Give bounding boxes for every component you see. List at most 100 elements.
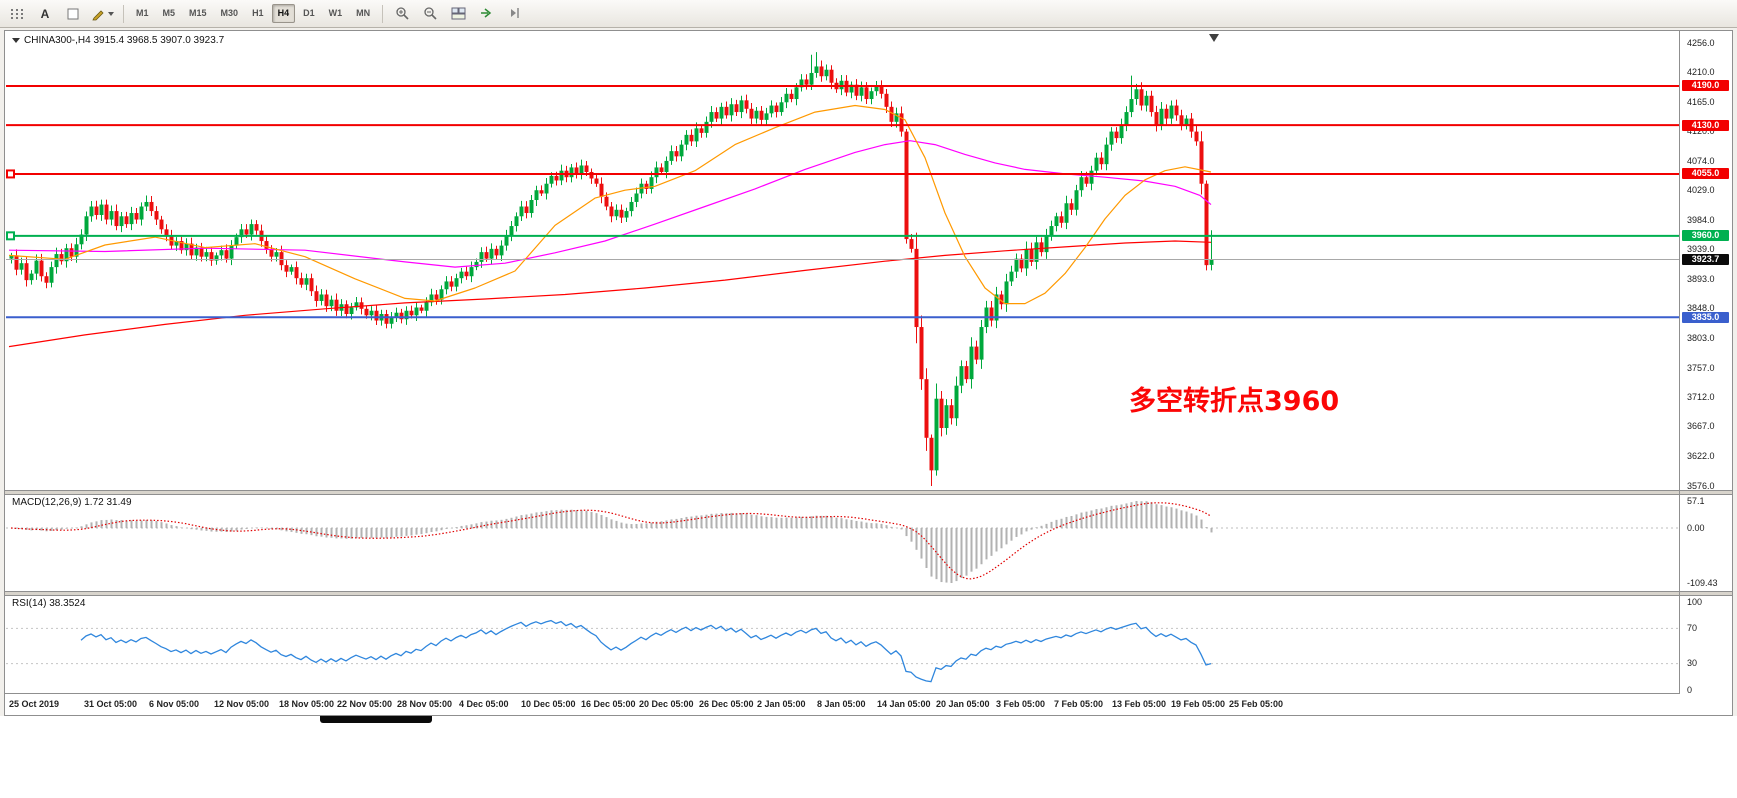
price-tick: 3622.0: [1687, 450, 1715, 461]
cursor-icon: [67, 8, 79, 19]
chart-grid-button[interactable]: [4, 3, 30, 25]
draw-tools-button[interactable]: [88, 3, 117, 25]
time-label: 14 Jan 05:00: [877, 699, 931, 709]
rsi-axis-label: 0: [1687, 684, 1693, 695]
auto-scroll-button[interactable]: [473, 3, 499, 25]
timeframe-h1[interactable]: H1: [252, 8, 264, 18]
timeframe-group: M1 M5 M15 M30 H1 H4 D1 W1 MN: [129, 4, 377, 23]
bottom-strip: [0, 716, 1737, 798]
price-axis[interactable]: 4256.0 4210.0 4165.0 4120.0 4074.0 4029.0 3984…: [1680, 31, 1732, 715]
pencil-icon: [92, 9, 104, 20]
time-label: 13 Feb 05:00: [1112, 699, 1167, 709]
time-label: 3 Feb 05:00: [996, 699, 1046, 709]
price-tick: 3984.0: [1687, 214, 1715, 225]
price-tick: 3893.0: [1687, 273, 1715, 284]
annotation-text: 多空转折点3960: [1129, 386, 1340, 417]
grid-icon: [10, 8, 24, 19]
time-label: 10 Dec 05:00: [521, 699, 576, 709]
current-price-label: 3923.7: [1682, 253, 1729, 265]
text-tool-label: A: [40, 6, 50, 21]
ma-fast-orange: [8, 104, 1212, 305]
price-tick: 3712.0: [1687, 391, 1715, 402]
time-label: 22 Nov 05:00: [337, 699, 393, 709]
macd-values: 1.72 31.49: [84, 497, 132, 508]
macd-name: MACD(12,26,9): [12, 497, 82, 508]
price-tick: 4074.0: [1687, 156, 1715, 167]
chevron-down-icon: [108, 11, 114, 16]
time-label: 19 Feb 05:00: [1171, 699, 1226, 709]
time-label: 16 Dec 05:00: [581, 699, 636, 709]
price-tick: 4120.0: [1687, 126, 1715, 137]
toolbar-separator: [382, 4, 384, 23]
panel-separator-macd[interactable]: [5, 490, 1732, 495]
price-tick: 3939.0: [1687, 244, 1715, 255]
rsi-axis-label: 100: [1687, 596, 1703, 607]
rsi-layer: [6, 619, 1679, 683]
price-axis-divider: [1679, 31, 1680, 715]
candles-layer: [9, 52, 1214, 486]
chart-title: CHINA300-,H4 3915.4 3968.5 3907.0 3923.7: [12, 35, 224, 46]
time-label: 25 Feb 05:00: [1229, 699, 1284, 709]
time-label: 6 Nov 05:00: [149, 699, 200, 709]
rsi-axis-label: 70: [1687, 622, 1698, 633]
time-label: 4 Dec 05:00: [459, 699, 509, 709]
timeframe-m15[interactable]: M15: [189, 8, 207, 18]
time-label: 2 Jan 05:00: [757, 699, 806, 709]
time-label: 7 Feb 05:00: [1054, 699, 1104, 709]
chart-shift-marker: [1209, 34, 1219, 42]
price-tick: 3667.0: [1687, 421, 1715, 432]
rsi-value: 38.3524: [49, 598, 86, 609]
chart-shift-button[interactable]: [501, 3, 527, 25]
chart-dropdown-icon: [12, 38, 20, 43]
cursor-tool-button[interactable]: [60, 3, 86, 25]
time-label: 28 Nov 05:00: [397, 699, 453, 709]
time-label: 12 Nov 05:00: [214, 699, 270, 709]
macd-axis-label: -109.43: [1687, 577, 1718, 588]
macd-title: MACD(12,26,9) 1.72 31.49: [12, 497, 132, 508]
toolbar-separator: [123, 4, 124, 23]
macd-layer: [6, 501, 1679, 583]
level-price-label: 4190.0: [1682, 80, 1729, 92]
time-label: 8 Jan 05:00: [817, 699, 866, 709]
auto-scroll-icon: [480, 8, 491, 18]
macd-axis-label: 0.00: [1687, 522, 1705, 533]
time-label: 25 Oct 2019: [9, 699, 60, 709]
ma-mid-magenta: [8, 140, 1212, 268]
rsi-title: RSI(14) 38.3524: [12, 598, 85, 609]
levels-layer: [6, 84, 1679, 319]
zoom-in-button[interactable]: [389, 3, 415, 25]
level-price-label: 3960.0: [1682, 230, 1729, 242]
price-tick: 4165.0: [1687, 96, 1715, 107]
timeframe-m1[interactable]: M1: [136, 8, 149, 18]
price-tick: 3757.0: [1687, 362, 1715, 373]
tile-windows-button[interactable]: [445, 3, 471, 25]
timeframe-d1[interactable]: D1: [303, 8, 315, 18]
price-tick: 4029.0: [1687, 185, 1715, 196]
price-tick: 3803.0: [1687, 332, 1715, 343]
timeframe-m30[interactable]: M30: [220, 8, 239, 18]
level-price-label: 4055.0: [1682, 168, 1729, 180]
bottom-tab[interactable]: [320, 716, 432, 723]
level-price-label: 3835.0: [1682, 311, 1729, 323]
timeframe-h4[interactable]: H4: [271, 4, 296, 23]
zoom-out-button[interactable]: [417, 3, 443, 25]
time-label: 20 Jan 05:00: [936, 699, 990, 709]
price-tick: 4210.0: [1687, 67, 1715, 78]
timeframe-w1[interactable]: W1: [328, 8, 343, 18]
panel-separator-rsi[interactable]: [5, 591, 1732, 596]
rsi-line: [80, 619, 1212, 683]
moving-averages-layer: [8, 104, 1212, 348]
toolbar: A M1 M5 M15 M30 H1 H4 D1 W1 MN: [0, 0, 1737, 28]
chart-title-text: CHINA300-,H4 3915.4 3968.5 3907.0 3923.7: [24, 35, 225, 46]
rsi-name: RSI(14): [12, 598, 47, 609]
chart-canvas[interactable]: [5, 31, 1732, 715]
time-axis[interactable]: 25 Oct 2019 31 Oct 05:00 6 Nov 05:00 12 Nov…: [5, 693, 1680, 715]
macd-axis-label: 57.1: [1687, 495, 1705, 506]
macd-signal-line: [10, 502, 1212, 580]
text-label-button[interactable]: A: [32, 3, 58, 25]
time-label: 31 Oct 05:00: [84, 699, 138, 709]
timeframe-mn[interactable]: MN: [356, 8, 371, 18]
timeframe-m5[interactable]: M5: [162, 8, 176, 18]
price-tick: 4256.0: [1687, 37, 1715, 48]
chart-shift-icon: [510, 8, 519, 18]
